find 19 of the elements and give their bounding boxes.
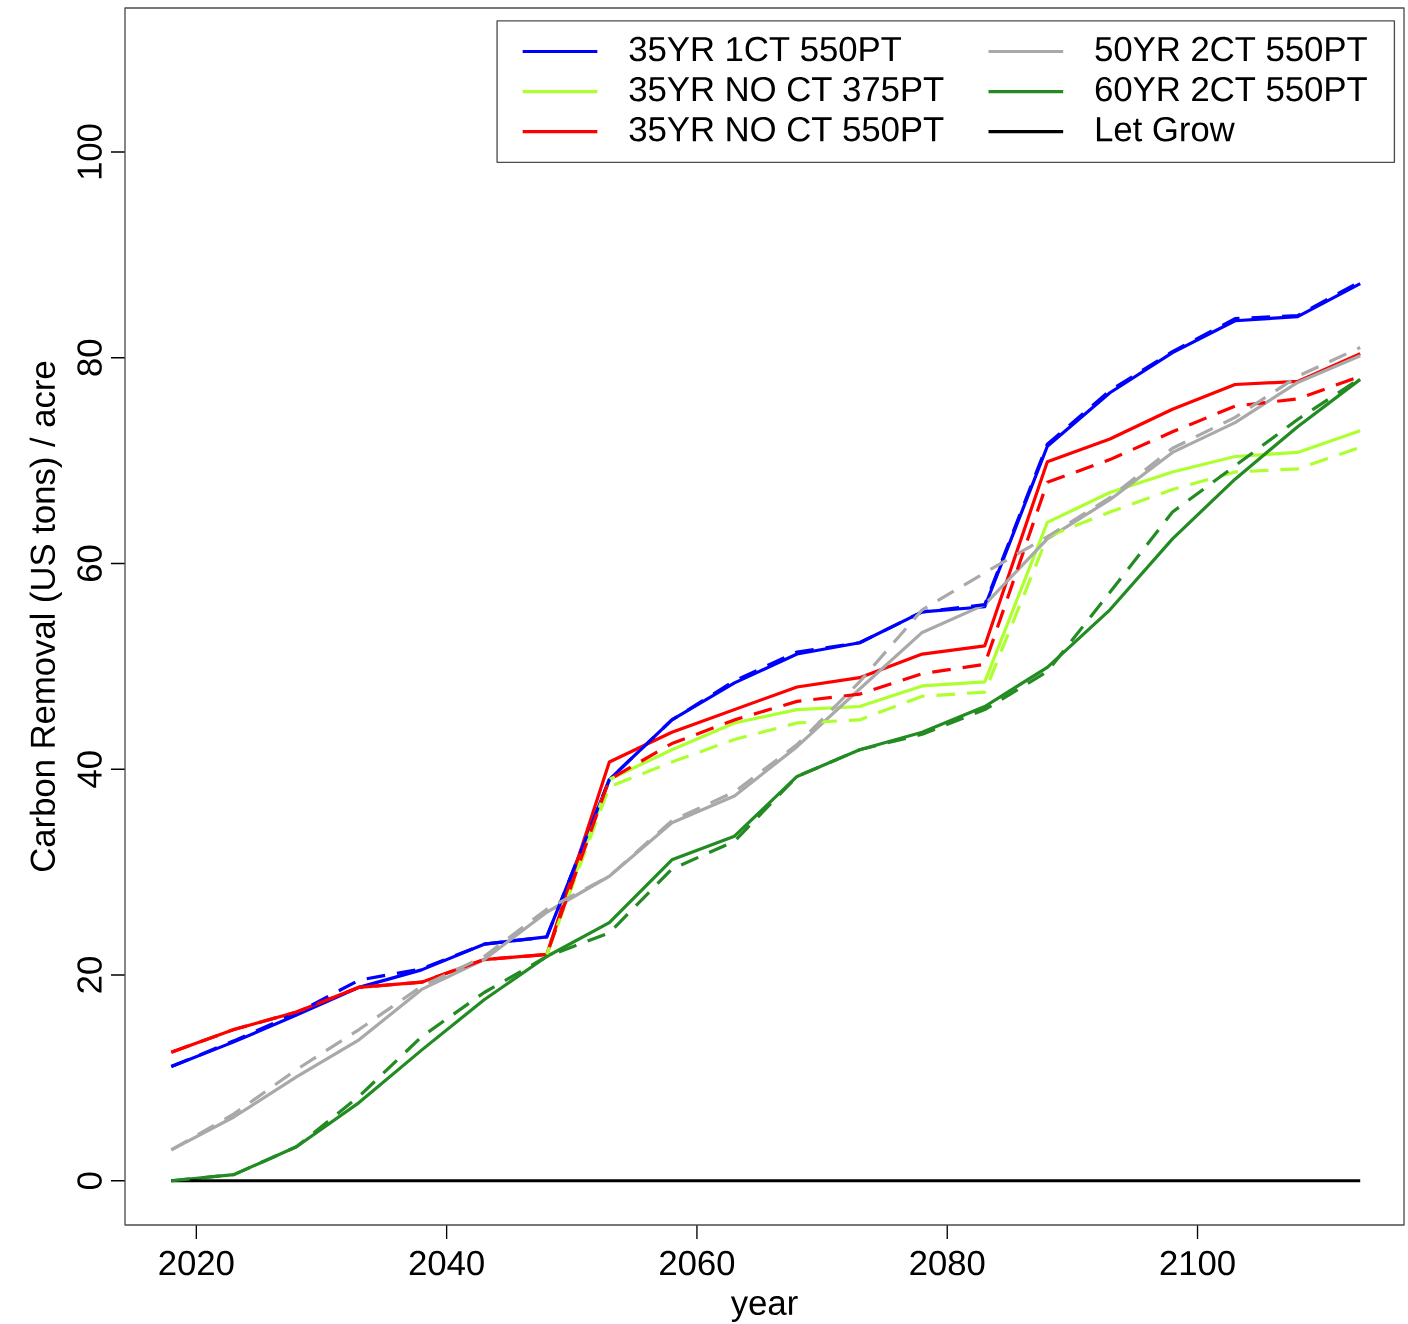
y-tick-label: 20 (77, 957, 102, 993)
y-axis-title: Carbon Removal (US tons) / acre (29, 361, 62, 871)
legend-label: 35YR NO CT 550PT (629, 116, 944, 142)
x-tick-label: 2100 (1160, 1250, 1235, 1276)
legend-label: 60YR 2CT 550PT (1095, 76, 1367, 102)
y-tick-label: 0 (77, 1172, 102, 1190)
x-axis-title: year (730, 1296, 798, 1322)
legend-label: 35YR 1CT 550PT (629, 36, 902, 62)
legend-label: 35YR NO CT 375PT (629, 76, 944, 102)
y-tick-label: 60 (77, 545, 102, 582)
x-tick-label: 2080 (910, 1250, 985, 1276)
x-tick-label: 2020 (159, 1250, 234, 1276)
legend-label: 50YR 2CT 550PT (1095, 36, 1367, 62)
y-tick-label: 40 (77, 751, 102, 788)
x-tick-label: 2060 (660, 1250, 735, 1276)
y-tick-label: 100 (77, 124, 102, 179)
y-tick-label: 80 (77, 339, 102, 376)
x-tick-label: 2040 (409, 1250, 484, 1276)
legend-label: Let Grow (1096, 116, 1235, 142)
